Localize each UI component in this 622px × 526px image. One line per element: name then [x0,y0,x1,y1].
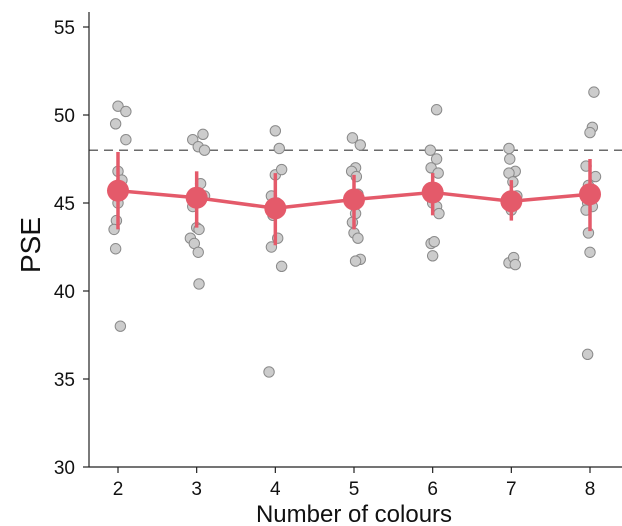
x-tick-label: 8 [585,479,596,500]
mean-marker [421,181,444,204]
x-tick-label: 6 [427,479,438,500]
data-point [433,207,445,220]
data-point [349,255,362,267]
data-point [428,236,440,248]
data-point [198,144,211,156]
mean-marker [579,183,601,206]
y-axis-title: PSE [15,217,46,273]
data-point [114,320,127,332]
data-point [432,167,444,179]
raw-points-group [108,86,602,378]
data-point [263,366,275,378]
data-point [584,126,596,139]
mean-marker [264,197,287,220]
data-point [354,139,366,151]
data-point [352,232,364,244]
x-tick-label: 2 [113,479,124,500]
mean-marker [343,188,365,211]
y-tick-label: 40 [54,282,75,303]
mean-marker [500,190,523,213]
data-point [109,118,122,130]
data-point [584,246,596,258]
mean-markers-group [107,179,601,220]
y-tick-label: 55 [54,18,75,39]
data-point [273,142,285,155]
data-point [193,278,205,290]
data-point [109,243,122,255]
data-point [192,246,204,258]
data-point [504,153,516,165]
x-tick-label: 3 [191,479,202,500]
data-point [120,105,132,118]
y-tick-label: 45 [54,194,75,215]
x-tick-label: 7 [506,479,517,500]
data-point [346,132,359,144]
data-point [430,153,443,165]
data-point [424,144,437,156]
x-tick-label: 5 [349,479,360,500]
data-point [588,86,600,98]
y-tick-label: 35 [54,370,75,391]
data-point [269,125,282,137]
data-point [426,250,439,262]
mean-marker [107,179,129,202]
data-point [120,133,132,146]
data-point [112,100,124,112]
y-tick-label: 30 [54,458,75,479]
data-point [197,128,209,141]
x-tick-label: 4 [270,479,281,500]
mean-marker [185,186,208,209]
y-tick-label: 50 [54,106,75,127]
data-point [509,258,521,271]
data-point [275,260,288,273]
data-point [503,142,515,155]
data-point [581,348,594,361]
data-point [275,163,288,176]
x-axis-title: Number of colours [256,501,452,526]
data-point [589,170,602,183]
data-point [430,104,443,116]
